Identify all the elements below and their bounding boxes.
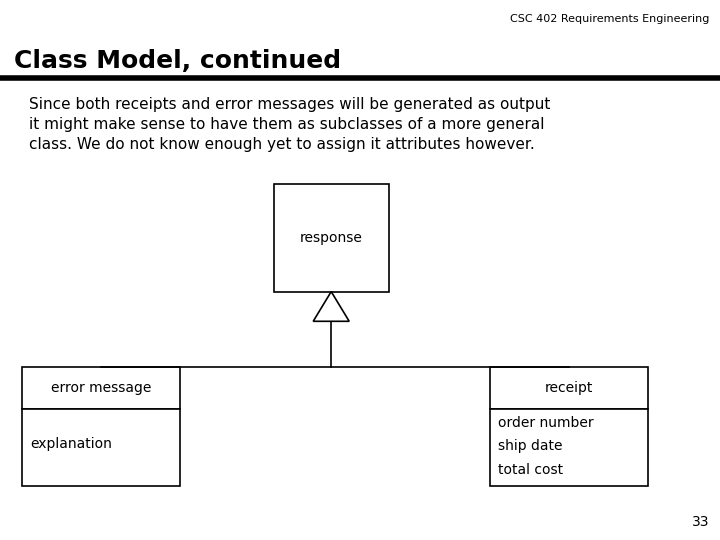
Polygon shape (313, 292, 349, 321)
Text: 33: 33 (692, 515, 709, 529)
Text: response: response (300, 231, 363, 245)
Text: error message: error message (50, 381, 151, 395)
Bar (22, 367, 180, 409)
Bar (490, 409, 648, 486)
Text: Class Model, continued: Class Model, continued (14, 49, 341, 72)
Bar (22, 409, 180, 486)
Text: explanation: explanation (30, 437, 112, 451)
Text: ship date: ship date (498, 439, 563, 453)
Bar (274, 184, 389, 292)
Text: order number: order number (498, 416, 594, 430)
Text: receipt: receipt (544, 381, 593, 395)
Text: CSC 402 Requirements Engineering: CSC 402 Requirements Engineering (510, 14, 709, 24)
Bar (490, 367, 648, 409)
Text: Since both receipts and error messages will be generated as output
it might make: Since both receipts and error messages w… (29, 97, 550, 152)
Text: total cost: total cost (498, 463, 563, 477)
